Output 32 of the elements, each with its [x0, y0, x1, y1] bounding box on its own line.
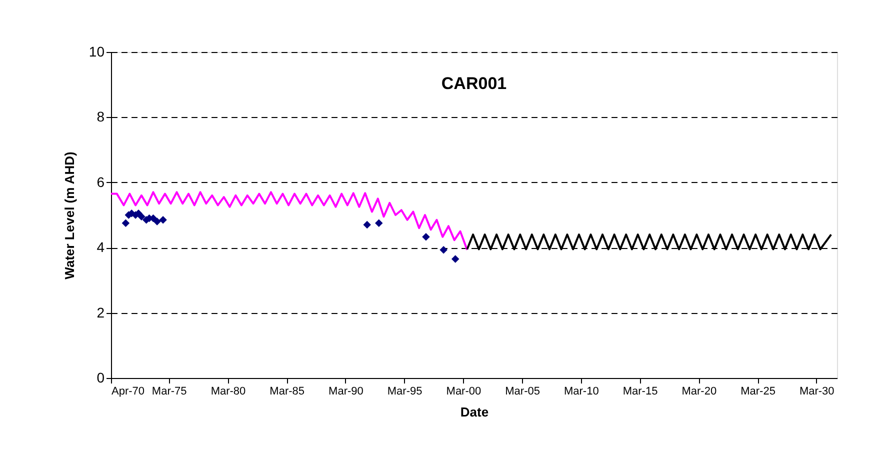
point — [451, 255, 460, 263]
y-tick-label: 10 — [88, 44, 105, 60]
y-axis-title: Water Level (m AHD) — [62, 152, 77, 280]
x-tick-label: Mar-15 — [622, 386, 658, 398]
x-tick-label: Mar-85 — [270, 386, 305, 398]
y-tick-label: 4 — [96, 239, 105, 256]
x-tick-label: Mar-10 — [564, 386, 599, 398]
x-tick-label: Mar-05 — [505, 386, 540, 398]
y-tick-label: 6 — [96, 174, 105, 190]
x-tick-label: Mar-80 — [210, 386, 246, 398]
point — [440, 246, 448, 254]
y-tick-label: 2 — [96, 304, 105, 320]
x-tick-label: Mar-75 — [152, 386, 187, 398]
point — [159, 216, 167, 224]
text: CAR001 — [441, 74, 507, 93]
y-tick-label: 8 — [96, 108, 105, 125]
point — [422, 232, 430, 241]
line-series — [110, 191, 468, 251]
x-axis-title: Date — [460, 404, 489, 420]
y-tick-label: 0 — [96, 370, 105, 386]
point — [375, 219, 383, 228]
point — [122, 219, 130, 228]
x-tick-label: Mar-20 — [682, 386, 717, 398]
point — [363, 220, 371, 229]
x-tick-label: Mar-25 — [740, 386, 776, 398]
point — [153, 218, 161, 226]
x-tick-label: Mar-30 — [799, 386, 834, 398]
point — [138, 212, 146, 221]
x-tick-label: Mar-95 — [387, 386, 422, 398]
x-tick-label: Mar-90 — [328, 386, 364, 398]
x-tick-label: Mar-00 — [446, 386, 482, 398]
x-tick-label: Apr-70 — [112, 386, 145, 398]
